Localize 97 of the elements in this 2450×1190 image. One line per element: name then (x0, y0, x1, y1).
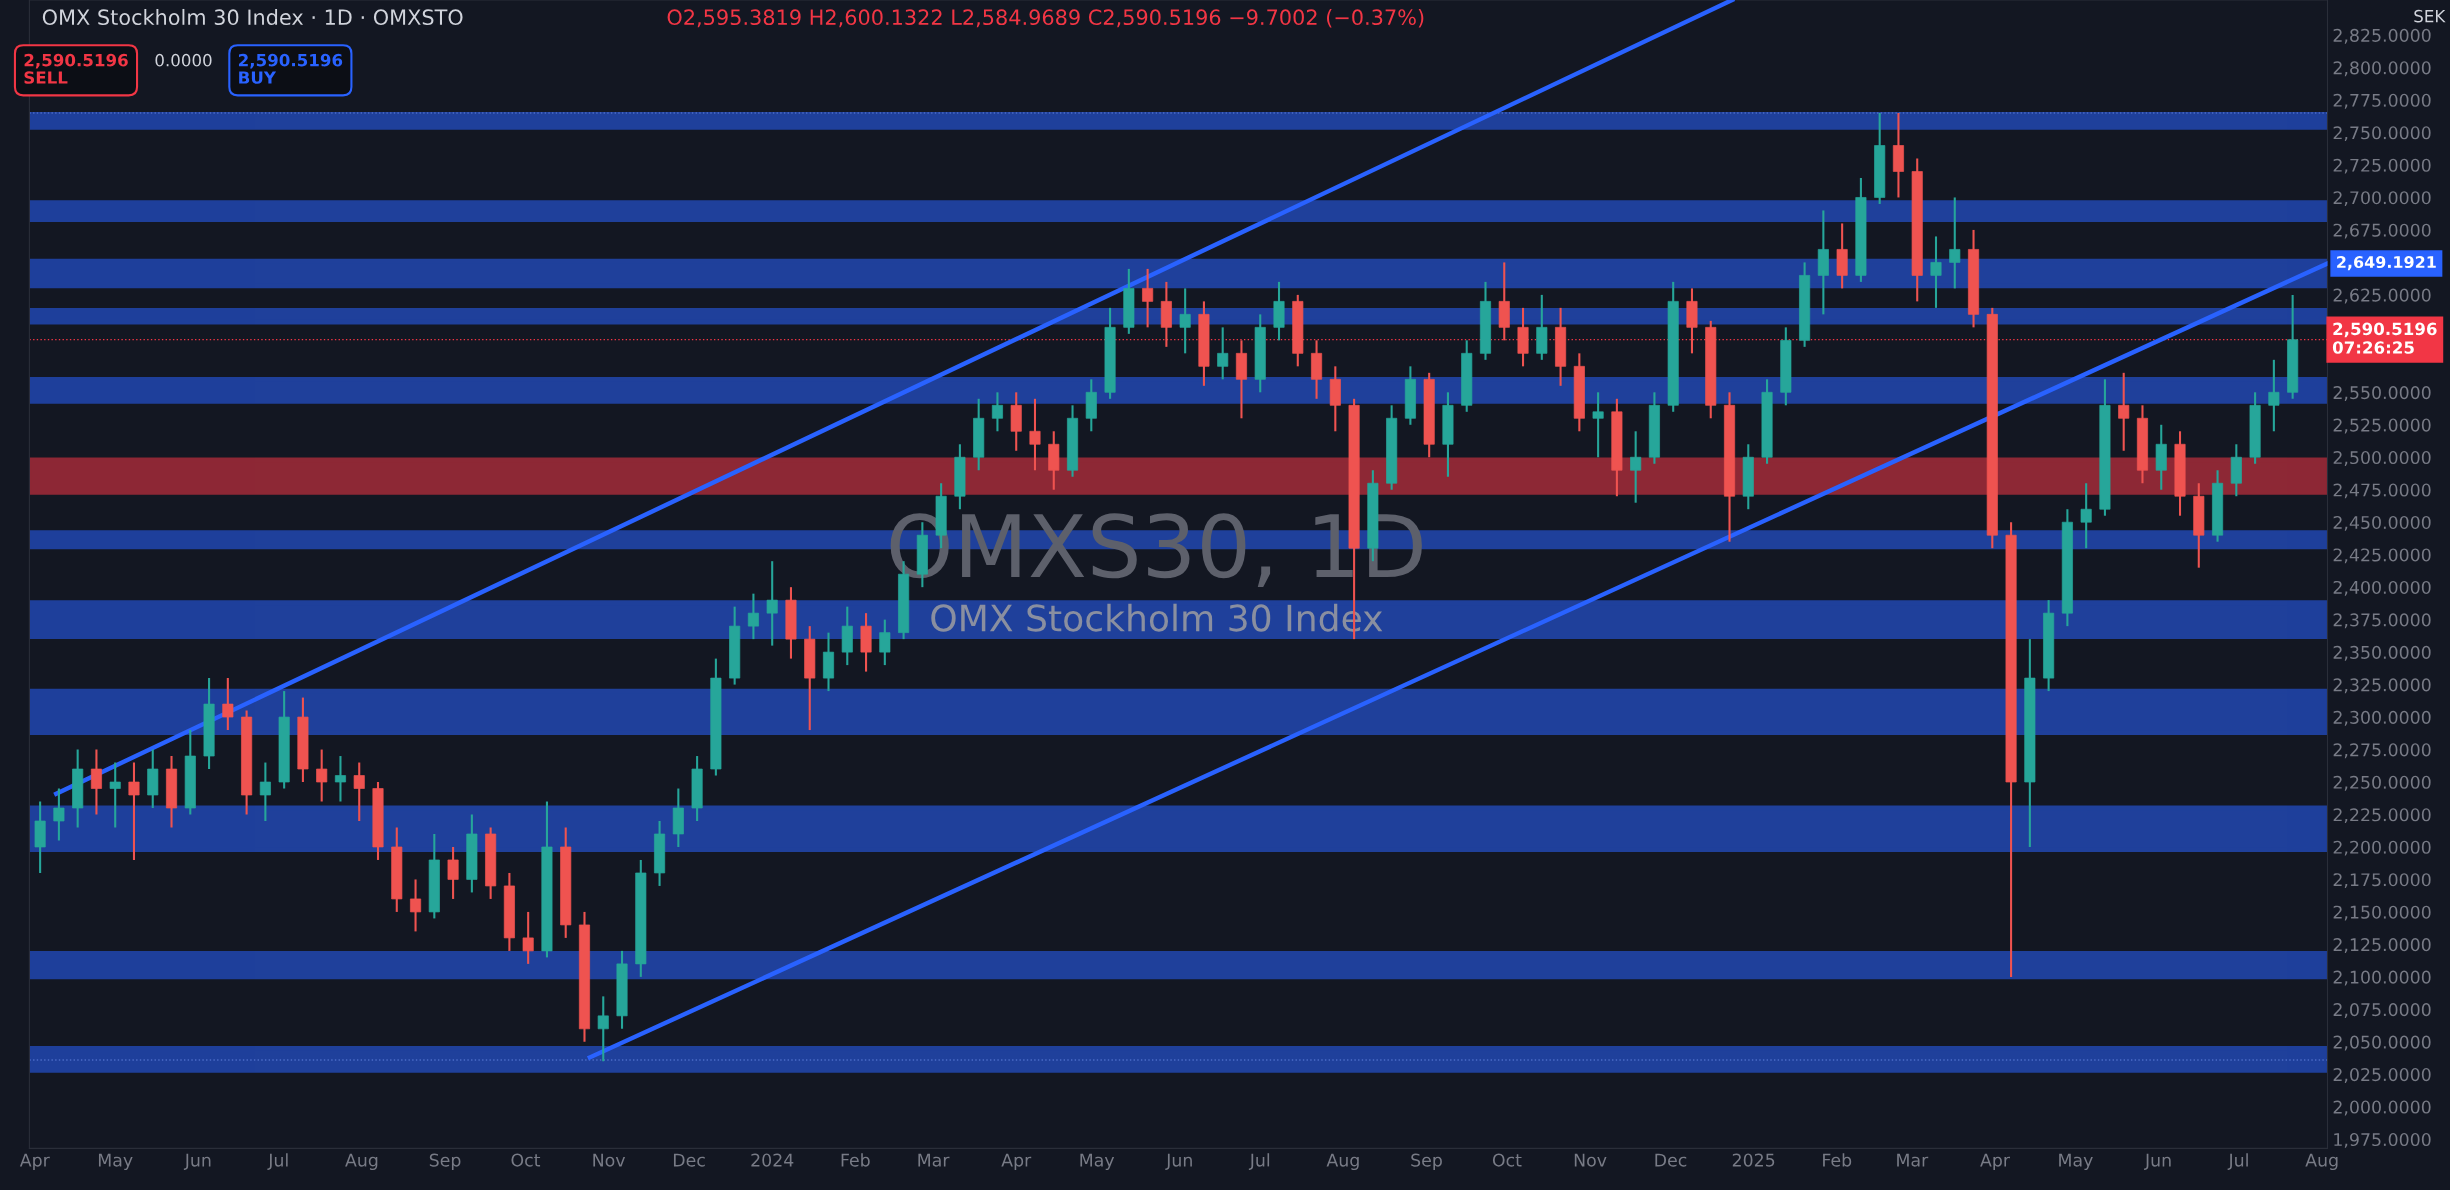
y-tick-label: 2,250.0000 (2333, 775, 2431, 791)
annotation: 2,590.5196 BUY (238, 53, 343, 84)
x-tick-label: Jun (1165, 1153, 1192, 1170)
x-tick-label: 2024 (751, 1153, 794, 1167)
annotation: 2,590.5196 SELL (24, 53, 128, 84)
x-tick-label: Jul (1248, 1153, 1270, 1170)
x-tick-label: Aug (345, 1153, 378, 1171)
y-tick-label: 1,975.0000 (2334, 1132, 2431, 1148)
candlestick (597, 995, 609, 1063)
x-tick-label: Dec (673, 1153, 705, 1167)
x-tick-label: Mar (1897, 1153, 1929, 1167)
candlestick (766, 560, 778, 647)
x-tick-label: Feb (1823, 1153, 1852, 1167)
y-tick-label: 2,225.0000 (2333, 808, 2431, 824)
x-tick-label: Dec (1655, 1153, 1687, 1167)
y-tick-label: 2,500.0000 (2333, 450, 2431, 466)
y-tick-label: 2,750.0000 (2333, 126, 2431, 142)
y-tick-label: 2,700.0000 (2333, 191, 2431, 207)
y-tick-label: 2,625.0000 (2333, 288, 2431, 304)
y-tick-label: 2,150.0000 (2333, 905, 2431, 921)
candlestick (53, 787, 65, 842)
x-tick-label: Oct (1492, 1153, 1522, 1167)
y-tick-label: 2,300.0000 (2333, 710, 2431, 726)
candlestick (1029, 397, 1041, 472)
y-tick-label: 2,775.0000 (2333, 93, 2431, 109)
y-tick-label: 2,125.0000 (2333, 938, 2431, 954)
y-tick-label: 2,475.0000 (2333, 483, 2431, 499)
candlestick (1630, 430, 1642, 504)
y-tick-label: 2,100.0000 (2333, 970, 2431, 986)
candlestick (1592, 391, 1604, 459)
x-tick-label: Sep (1411, 1153, 1442, 1171)
candlestick (222, 677, 234, 732)
x-tick-label: Sep (429, 1153, 461, 1171)
x-tick-label: Jul (267, 1153, 288, 1170)
x-tick-label: 2025 (1732, 1153, 1775, 1167)
y-tick-label: 2,550.0000 (2333, 386, 2431, 401)
x-tick-label: Mar (918, 1153, 950, 1167)
candlestick (2268, 358, 2280, 433)
x-tick-label: Aug (2305, 1153, 2338, 1171)
candlestick (1930, 235, 1942, 309)
y-tick-label: 2,425.0000 (2333, 548, 2431, 564)
y-tick-label: 2,050.0000 (2333, 1035, 2431, 1051)
x-tick-label: Jul (2227, 1153, 2248, 1170)
x-tick-label: Feb (841, 1153, 870, 1167)
annotation: 0.0000 (155, 53, 212, 67)
x-tick-label: Jun (183, 1153, 211, 1170)
x-tick-label: Nov (593, 1153, 626, 1167)
y-tick-label: 2,675.0000 (2333, 223, 2431, 239)
y-tick-label: 2,725.0000 (2333, 158, 2431, 174)
candlestick (410, 878, 422, 933)
candlestick (747, 592, 759, 641)
annotation: 2,649.1921 (2337, 256, 2436, 271)
y-tick-label: 2,275.0000 (2333, 743, 2431, 759)
y-tick-label: 2,325.0000 (2333, 678, 2431, 694)
candlestick (90, 748, 102, 816)
candlestick (353, 761, 365, 823)
candlestick (1949, 196, 1961, 290)
candlestick (316, 748, 328, 803)
candlestick (334, 755, 346, 803)
x-tick-label: Nov (1574, 1153, 1607, 1167)
x-tick-label: May (98, 1153, 133, 1171)
y-tick-label: 2,400.0000 (2333, 580, 2431, 596)
x-tick-label: Jun (2144, 1153, 2171, 1170)
candlestick (447, 845, 459, 900)
x-tick-label: Apr (1980, 1153, 2010, 1171)
candlestick (1179, 287, 1191, 355)
y-tick-label: 2,825.0000 (2333, 28, 2431, 44)
chart-subtitle: O2,595.3819 H2,600.1322 L2,584.9689 C2,590.5196 −9.7002 (−0.37%) (667, 8, 1424, 28)
y-tick-label: 2,350.0000 (2333, 645, 2431, 661)
x-tick-label: May (2059, 1153, 2093, 1171)
y-tick-label: 2,375.0000 (2333, 613, 2431, 629)
y-tick-label: 2,075.0000 (2333, 1003, 2431, 1018)
candlestick (991, 391, 1003, 433)
x-tick-label: Apr (19, 1153, 50, 1171)
x-tick-label: Apr (1001, 1153, 1032, 1171)
candlestick (1142, 267, 1154, 329)
y-tick-label: 2,200.0000 (2333, 840, 2431, 856)
y-tick-label: 2,000.0000 (2333, 1100, 2431, 1116)
y-tick-label: 2,025.0000 (2333, 1068, 2431, 1083)
y-tick-label: 2,175.0000 (2333, 873, 2431, 889)
candlestick (1217, 326, 1229, 381)
x-tick-label: Oct (511, 1153, 541, 1167)
x-tick-label: Aug (1326, 1153, 1359, 1171)
text: SEK (2414, 9, 2446, 23)
y-tick-label: 2,525.0000 (2333, 418, 2431, 434)
candlestick (879, 618, 891, 667)
candlestick (128, 761, 140, 861)
chart-title: OMX Stockholm 30 Index · 1D · OMXSTO (42, 8, 463, 26)
y-tick-label: 2,800.0000 (2333, 61, 2431, 77)
y-tick-label: 2,450.0000 (2333, 515, 2431, 531)
candlestick (2118, 371, 2130, 452)
ref-line-label: 2,590.5196 07:26:25 (2332, 322, 2437, 354)
candlestick (2080, 482, 2092, 550)
candlestick (522, 910, 534, 965)
x-tick-label: May (1080, 1153, 1115, 1171)
candlestick (259, 761, 271, 823)
candlestick (109, 761, 121, 829)
